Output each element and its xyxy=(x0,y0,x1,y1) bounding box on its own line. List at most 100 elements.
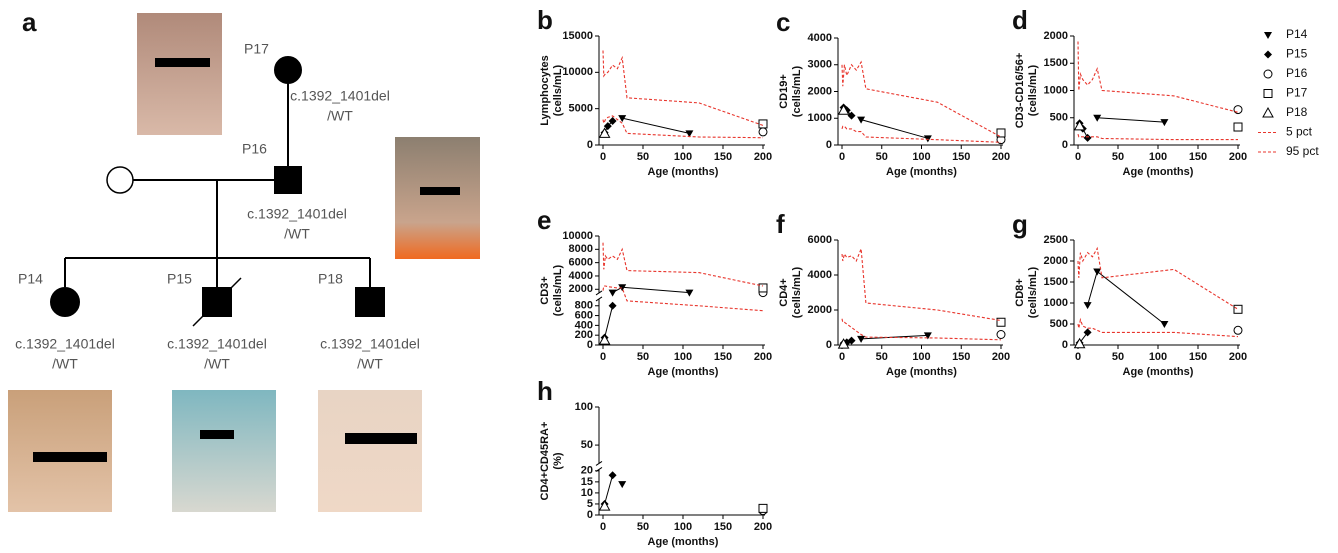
genotype: /WT xyxy=(204,356,230,372)
marker xyxy=(598,334,611,345)
reference-line xyxy=(1077,133,1238,141)
marker xyxy=(1233,325,1243,335)
marker xyxy=(996,128,1006,138)
x-tick-label: 150 xyxy=(1189,351,1207,363)
y-tick-label: 1500 xyxy=(1044,57,1068,69)
panel-label: c xyxy=(776,7,790,37)
x-tick-label: 150 xyxy=(1189,151,1207,163)
y-axis-label: (cells/mL) xyxy=(552,64,564,116)
y-tick-label: 1000 xyxy=(808,112,832,124)
x-tick-label: 150 xyxy=(952,151,970,163)
x-tick-label: 50 xyxy=(876,151,888,163)
marker xyxy=(847,111,856,120)
x-tick-label: 0 xyxy=(600,521,606,533)
pedigree xyxy=(50,56,385,327)
x-axis-label: Age (months) xyxy=(648,366,719,378)
y-tick-label: 15000 xyxy=(562,30,593,42)
photo xyxy=(395,137,480,259)
y-tick-label: 2000 xyxy=(1044,255,1068,267)
x-tick-label: 200 xyxy=(754,521,772,533)
x-tick-label: 200 xyxy=(754,351,772,363)
person-id: P18 xyxy=(318,271,343,287)
marker xyxy=(608,289,617,297)
marker xyxy=(1083,302,1092,310)
legend-marker xyxy=(1263,69,1273,79)
legend-marker xyxy=(1263,89,1273,98)
y-axis-label: CD3+ xyxy=(539,276,551,304)
pedigree-female xyxy=(274,56,302,84)
y-tick-label: 0 xyxy=(826,139,832,151)
marker xyxy=(1083,328,1092,337)
x-tick-label: 100 xyxy=(912,351,930,363)
marker xyxy=(996,317,1006,327)
y-axis-label: (cells/mL) xyxy=(1027,266,1039,318)
marker xyxy=(857,335,866,343)
x-axis-label: Age (months) xyxy=(886,166,957,178)
marker xyxy=(1233,105,1243,115)
x-tick-label: 100 xyxy=(912,151,930,163)
x-axis-label: Age (months) xyxy=(648,536,719,548)
series-line xyxy=(604,475,614,505)
marker xyxy=(758,283,768,293)
marker xyxy=(1083,133,1092,142)
y-tick-label: 10000 xyxy=(562,66,593,78)
x-tick-label: 200 xyxy=(754,151,772,163)
marker xyxy=(857,116,866,124)
x-tick-label: 100 xyxy=(1149,351,1167,363)
x-tick-label: 200 xyxy=(1229,351,1247,363)
genotype: c.1392_1401del xyxy=(320,336,420,352)
y-tick-label: 5000 xyxy=(569,103,593,115)
marker xyxy=(685,130,694,138)
series-line xyxy=(604,305,614,338)
panel-label: f xyxy=(776,209,785,239)
genotype: /WT xyxy=(52,356,78,372)
pedigree-female xyxy=(106,166,134,194)
marker xyxy=(758,119,768,129)
photo xyxy=(137,13,222,135)
y-axis-label: CD3-CD16/56+ xyxy=(1014,53,1026,129)
marker xyxy=(618,481,627,489)
legend-label: P14 xyxy=(1286,27,1308,41)
y-axis-label: (cells/mL) xyxy=(791,266,803,318)
x-tick-label: 50 xyxy=(637,151,649,163)
marker xyxy=(618,115,627,123)
reference-line xyxy=(1077,317,1239,338)
y-tick-label: 100 xyxy=(575,401,593,413)
marker xyxy=(618,284,627,292)
y-tick-label: 4000 xyxy=(808,269,832,281)
person-id: P16 xyxy=(242,141,267,157)
axis-break xyxy=(595,290,603,296)
person-id: P14 xyxy=(18,271,43,287)
marker xyxy=(758,127,768,137)
genotype: /WT xyxy=(284,226,310,242)
y-tick-label: 5 xyxy=(587,498,593,510)
marker xyxy=(758,503,768,513)
y-axis-label: (cells/mL) xyxy=(1027,64,1039,116)
reference-line xyxy=(1077,246,1239,310)
y-tick-label: 0 xyxy=(587,339,593,351)
x-tick-label: 100 xyxy=(674,351,692,363)
y-tick-label: 2000 xyxy=(1044,30,1068,42)
x-tick-label: 150 xyxy=(952,351,970,363)
x-tick-label: 150 xyxy=(714,521,732,533)
y-axis-label: Lymphocytes xyxy=(539,55,551,126)
genotype: c.1392_1401del xyxy=(290,88,390,104)
genotype: /WT xyxy=(327,108,353,124)
y-tick-label: 400 xyxy=(575,319,593,331)
marker xyxy=(837,338,850,349)
y-tick-label: 500 xyxy=(1050,112,1068,124)
x-tick-label: 50 xyxy=(1112,151,1124,163)
reference-line xyxy=(602,242,764,287)
pedigree-female xyxy=(50,287,80,317)
marker xyxy=(1093,268,1102,276)
y-axis-label: CD4+ xyxy=(778,278,790,306)
marker xyxy=(598,127,611,138)
legend-marker xyxy=(1262,106,1274,118)
y-axis-label: (cells/mL) xyxy=(552,264,564,316)
reference-line xyxy=(841,318,1002,341)
panel-label: a xyxy=(22,7,37,37)
marker xyxy=(1160,321,1169,328)
legend-label: 95 pct xyxy=(1286,144,1319,158)
reference-line xyxy=(841,125,1002,143)
marker xyxy=(1073,119,1086,131)
